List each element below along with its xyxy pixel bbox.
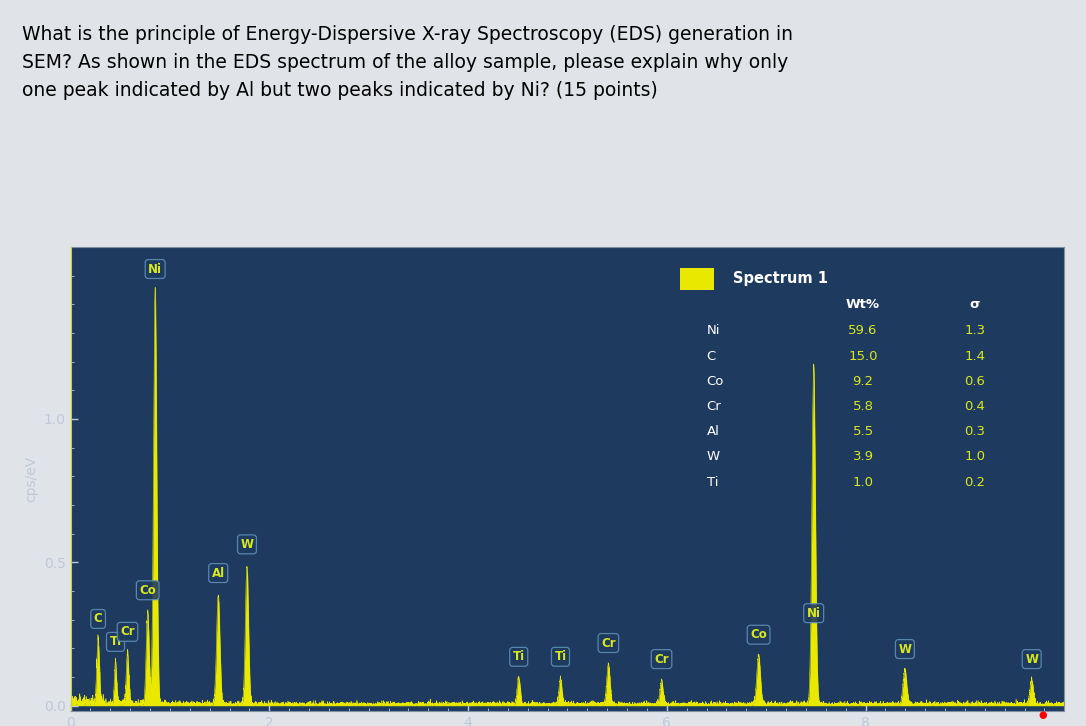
Text: Ni: Ni	[148, 263, 162, 276]
Text: Cr: Cr	[601, 637, 616, 650]
Y-axis label: cps/eV: cps/eV	[24, 456, 38, 502]
Text: Cr: Cr	[654, 653, 669, 666]
Text: W: W	[240, 538, 253, 551]
Text: Ni: Ni	[807, 607, 821, 620]
Text: W: W	[898, 643, 911, 656]
Text: Co: Co	[139, 584, 156, 597]
Text: C: C	[93, 613, 102, 625]
Text: Co: Co	[750, 628, 767, 641]
Text: Ti: Ti	[110, 635, 122, 648]
Text: Al: Al	[212, 566, 225, 579]
Text: Cr: Cr	[121, 625, 135, 638]
Text: Ti: Ti	[513, 650, 525, 664]
Text: What is the principle of Energy-Dispersive X-ray Spectroscopy (EDS) generation i: What is the principle of Energy-Dispersi…	[22, 25, 793, 100]
Text: ●: ●	[1038, 710, 1047, 720]
Text: W: W	[1025, 653, 1038, 666]
Text: Ti: Ti	[555, 650, 567, 664]
